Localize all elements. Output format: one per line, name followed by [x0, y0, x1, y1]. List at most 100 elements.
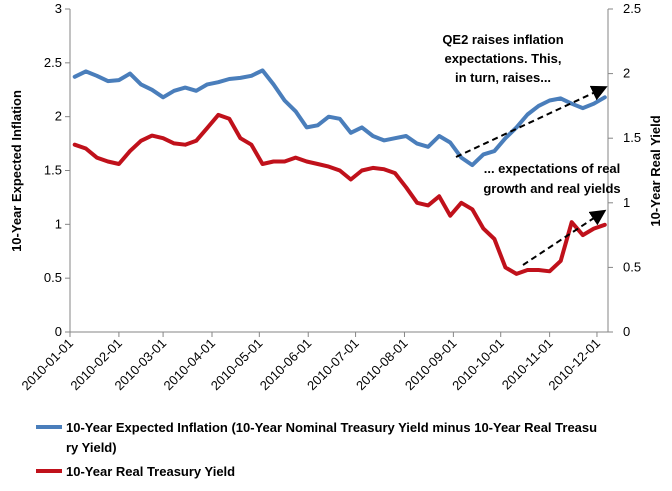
series-1-point — [84, 69, 88, 74]
y-right-tick-label: 1 — [623, 195, 630, 210]
series-1-point — [106, 79, 110, 83]
series-2-point — [492, 237, 497, 241]
legend-label-1: 10-Year Expected Inflation (10-Year Nomi… — [66, 420, 597, 435]
annotation-1-line: in turn, raises... — [455, 70, 551, 85]
annotation-1-arrow — [455, 85, 608, 158]
series-1-point — [470, 163, 474, 167]
series-1-point — [448, 140, 452, 145]
series-2-point — [249, 143, 254, 147]
series-1-point — [360, 125, 364, 130]
series-2-point — [382, 167, 386, 171]
series-2-point — [205, 126, 209, 130]
series-2-point — [581, 233, 585, 237]
axes: 0 0.5 1 1.5 2 2.5 3 0 0.5 1 1.5 2 2.5 2010-01-01 2010-… — [9, 1, 663, 393]
series-1-point — [393, 136, 397, 140]
legend-label-1-cont: ry Yield) — [66, 440, 117, 455]
series-2-point — [426, 203, 430, 207]
series-1-point — [338, 117, 342, 121]
series-2-point — [404, 185, 408, 189]
series-2-point — [139, 139, 143, 143]
series-2-point — [95, 155, 99, 160]
series-1-point — [536, 104, 541, 108]
series-2-point — [161, 136, 165, 140]
series-1-point — [426, 145, 430, 149]
series-2-point — [536, 268, 541, 272]
y-left-tick-label: 2.5 — [44, 55, 62, 70]
series-2-point — [592, 227, 596, 231]
y-right-tick-label: 2 — [623, 66, 630, 81]
series-2-point — [525, 268, 530, 272]
series-1-point — [481, 152, 485, 156]
series-1-point — [294, 109, 298, 113]
series-2-point — [559, 259, 563, 263]
annotation-layer: QE2 raises inflation expectations. This, i… — [442, 32, 621, 266]
y-axis-right-title: 10-Year Real Yield — [648, 115, 663, 226]
series-1-point — [525, 112, 530, 117]
series-1-point — [514, 125, 519, 130]
series-1-point — [305, 125, 309, 130]
series-1-point — [73, 75, 77, 79]
series-2-point — [117, 162, 121, 166]
series-2-point — [437, 194, 441, 198]
series-2-point — [503, 265, 508, 269]
series-2-point — [106, 159, 110, 164]
y-right-tick-label: 1.5 — [623, 130, 641, 145]
series-1-point — [327, 115, 331, 119]
y-right-tick-label: 0 — [623, 324, 630, 339]
series-2-point — [282, 159, 287, 164]
legend: 10-Year Expected Inflation (10-Year Nomi… — [36, 420, 597, 479]
x-tick-label: 2010-05-01 — [208, 336, 266, 394]
series-2-point — [73, 143, 77, 147]
series-1-point — [161, 95, 165, 99]
series-1-point — [227, 77, 231, 81]
series-1-point — [117, 78, 121, 82]
series-2-point — [360, 168, 364, 173]
series-1-point — [559, 96, 563, 100]
series-1-point — [95, 74, 99, 78]
series-1-point — [172, 89, 176, 93]
series-2-point — [548, 269, 552, 273]
series-2-point — [371, 166, 375, 170]
series-1-point — [492, 149, 497, 153]
series-1-point — [150, 88, 154, 92]
y-left-tick-label: 3 — [55, 1, 62, 16]
x-tick-label: 2010-12-01 — [545, 336, 603, 394]
annotation-2-line: ... expectations of real — [484, 161, 621, 176]
series-1-point — [238, 76, 242, 80]
series-2-point — [415, 201, 419, 205]
series-1-point — [415, 141, 419, 146]
series-1-point — [249, 74, 254, 78]
series-2-point — [514, 272, 519, 276]
series-1-point — [437, 134, 441, 138]
series-2-point — [227, 117, 231, 121]
series-2-point — [338, 168, 342, 173]
series-2-point — [150, 134, 154, 138]
series-1-point — [581, 106, 585, 110]
series-2-point — [393, 171, 397, 175]
series-2-point — [305, 159, 309, 164]
series-1-point — [371, 134, 375, 138]
series-1-point — [503, 136, 508, 140]
series-1-point — [548, 98, 552, 103]
series-2-point — [271, 159, 276, 164]
series-2-point — [294, 155, 298, 160]
series-1-point — [260, 68, 265, 72]
series-1-point — [183, 85, 187, 90]
series-2-point — [238, 136, 242, 140]
annotation-1-line: QE2 raises inflation — [442, 32, 563, 47]
series-2-point — [448, 214, 452, 218]
x-tick-label: 2010-08-01 — [353, 336, 411, 394]
series-1-point — [271, 82, 276, 86]
series-2-point — [603, 223, 607, 227]
x-tick-label: 2010-10-01 — [449, 336, 507, 394]
x-tick-label: 2010-07-01 — [304, 336, 362, 394]
y-axis-left-title: 10-Year Expected Inflation — [9, 90, 24, 252]
series-2-point — [481, 227, 485, 231]
x-tick-label: 2010-01-01 — [18, 336, 76, 394]
y-left-tick-label: 0.5 — [44, 270, 62, 285]
series-2-point — [570, 220, 574, 224]
series-2-point — [260, 162, 265, 166]
series-2-point — [194, 139, 198, 143]
y-right-tick-label: 2.5 — [623, 1, 641, 16]
